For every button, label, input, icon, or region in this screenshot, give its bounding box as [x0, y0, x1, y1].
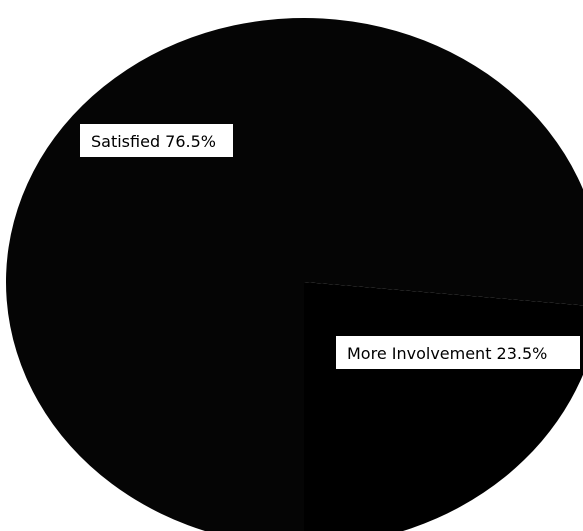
pie-slice-more-involvement [304, 282, 583, 531]
slice-label-more-involvement: More Involvement 23.5% [336, 336, 580, 369]
pie-slices [6, 18, 583, 531]
slice-label-more-involvement-text: More Involvement 23.5% [347, 344, 547, 363]
slice-label-satisfied-text: Satisfied 76.5% [91, 132, 216, 151]
pie-labels: Satisfied 76.5% More Involvement 23.5% [80, 124, 580, 369]
slice-label-more-involvement-background [336, 336, 580, 369]
slice-label-satisfied-background [80, 124, 233, 157]
slice-label-satisfied: Satisfied 76.5% [80, 124, 233, 157]
